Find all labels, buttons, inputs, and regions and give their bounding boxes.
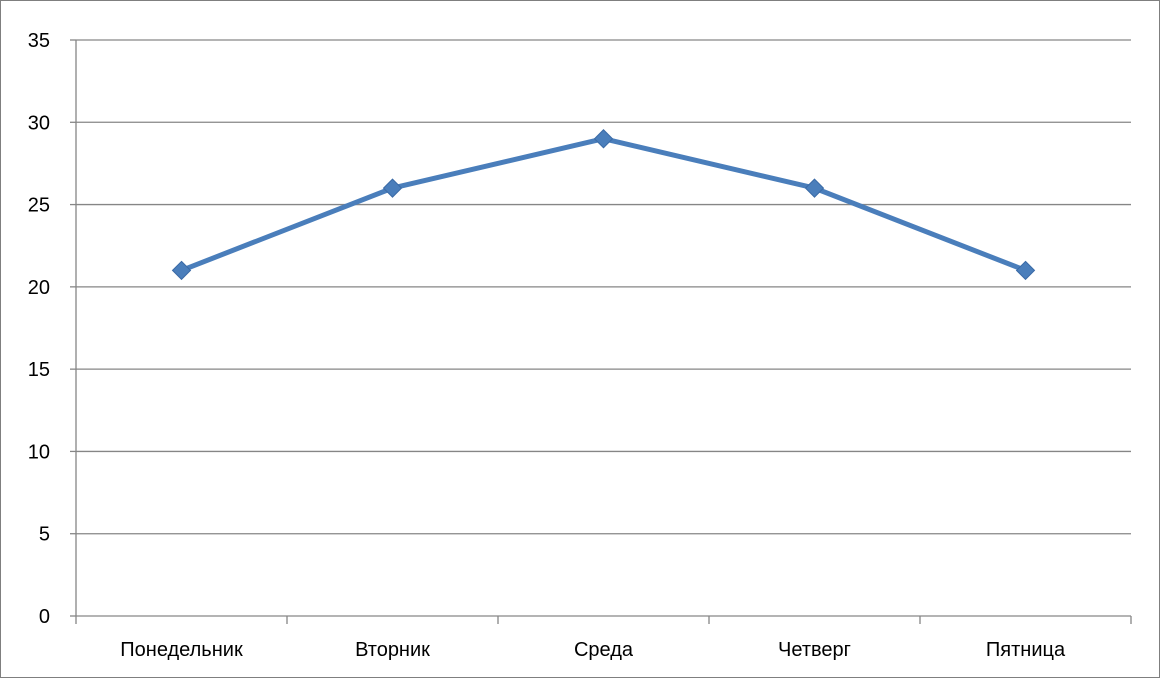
y-tick-label: 10 [28, 441, 50, 463]
x-tick-label: Вторник [355, 639, 430, 661]
gridlines [76, 39, 1131, 535]
data-point-marker [1015, 260, 1036, 281]
data-point-marker [171, 260, 192, 281]
y-tick-label: 0 [39, 606, 50, 628]
y-tick-label: 15 [28, 359, 50, 381]
y-tick-label: 5 [39, 524, 50, 546]
x-axis-tick-labels: Понедельник Вторник Среда Четверг Пятница [120, 639, 1066, 661]
x-tick-label: Четверг [778, 639, 851, 661]
y-tick-label: 35 [28, 30, 50, 52]
y-tick-label: 25 [28, 195, 50, 217]
axes [70, 39, 1132, 624]
y-tick-label: 30 [28, 112, 50, 134]
x-tick-label: Понедельник [120, 639, 243, 661]
data-point-marker [804, 178, 825, 198]
data-point-marker [593, 129, 614, 149]
x-tick-label: Среда [574, 639, 634, 661]
data-point-marker [382, 178, 403, 198]
y-axis-tick-labels: 0 5 10 15 20 25 30 35 [28, 30, 50, 628]
series-markers [171, 129, 1036, 281]
x-tick-label: Пятница [986, 639, 1066, 661]
y-tick-label: 20 [28, 277, 50, 299]
